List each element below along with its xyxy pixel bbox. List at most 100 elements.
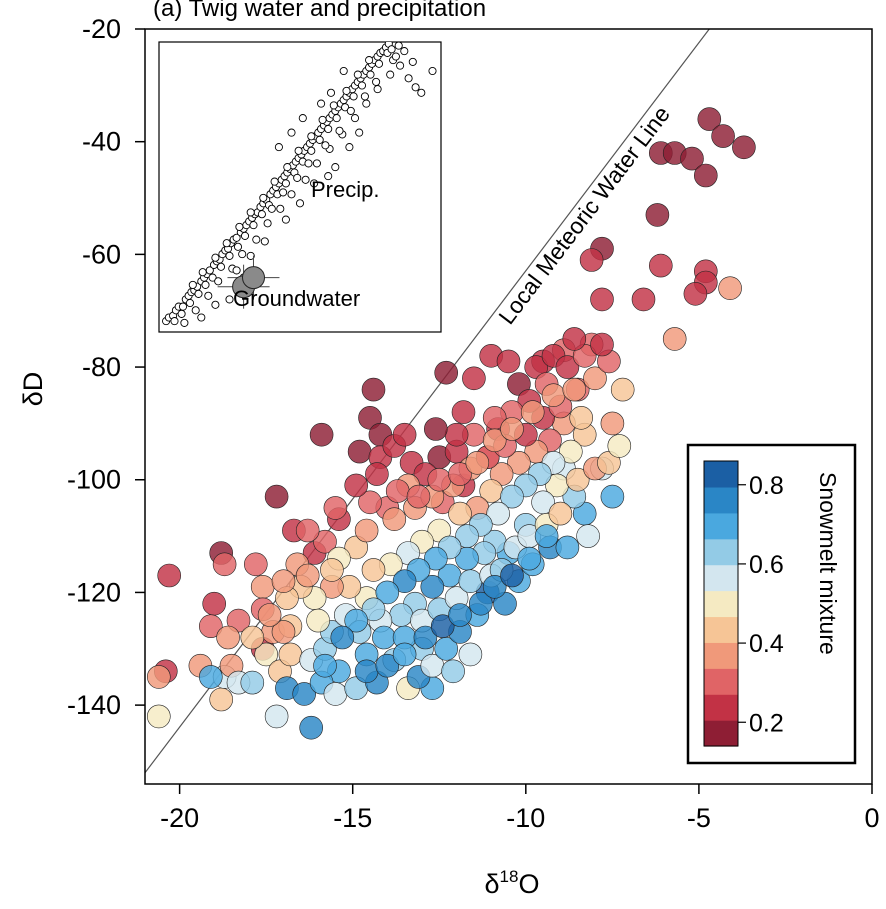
data-point <box>562 377 587 402</box>
inset-precip-point <box>170 317 179 326</box>
data-point <box>271 620 296 644</box>
data-point <box>313 529 337 554</box>
inset-precip-point <box>274 143 283 152</box>
colorbar-band <box>704 538 738 566</box>
data-point <box>240 625 265 650</box>
data-point <box>607 434 632 458</box>
data-point <box>482 428 507 453</box>
inset-precip-point <box>246 251 255 260</box>
data-point <box>264 704 289 729</box>
data-point <box>413 625 438 650</box>
colorbar-ticks: 0.2 0.4 0.6 0.8 <box>738 472 784 737</box>
inset-precip-point <box>235 222 244 231</box>
data-point <box>565 467 590 492</box>
data-point <box>320 558 344 582</box>
data-point <box>500 563 524 588</box>
data-point <box>306 608 330 633</box>
inset-precip-point <box>222 239 231 248</box>
data-point <box>392 642 417 667</box>
colorbar-band <box>704 720 738 747</box>
x-tick-label: 0 <box>864 803 879 833</box>
data-point <box>147 704 171 729</box>
inset-precip-point <box>372 77 381 86</box>
inset-precip-point <box>232 233 241 242</box>
data-point <box>299 715 324 740</box>
data-point <box>507 450 531 475</box>
inset-precip-point <box>257 210 266 219</box>
inset-precip-point <box>270 177 279 186</box>
y-axis-ticks: -20 -40 -60 -80 -100 -120 -140 <box>67 14 145 720</box>
data-point <box>295 563 320 588</box>
colorbar-outline <box>703 460 739 747</box>
data-point <box>323 682 348 706</box>
inset-precip-point <box>321 141 330 150</box>
inset-precip-point <box>362 99 371 108</box>
data-point <box>375 653 400 678</box>
data-point <box>590 332 614 357</box>
x-axis-label-tail: O <box>518 869 539 899</box>
inset-precip-point <box>178 302 188 311</box>
inset-precip-point <box>324 172 333 181</box>
colorbar-tick-label: 0.4 <box>749 630 784 658</box>
data-point <box>295 518 320 543</box>
inset-precip-point <box>204 291 213 300</box>
data-point <box>361 558 386 582</box>
data-point <box>468 591 493 616</box>
inset-precip-point <box>281 215 290 224</box>
data-point <box>389 603 414 627</box>
inset-plot: Precip. Groundwater <box>158 41 442 333</box>
colorbar-band <box>704 461 738 488</box>
inset-precip-point <box>353 70 362 79</box>
data-point <box>240 670 265 695</box>
data-point <box>420 574 445 599</box>
colorbar-tick-label: 0.2 <box>749 709 784 737</box>
data-point <box>732 135 756 160</box>
inset-precip-point <box>201 280 210 289</box>
inset-groundwater-label: Groundwater <box>233 286 360 311</box>
data-point <box>486 501 510 526</box>
data-point <box>361 377 386 402</box>
colorbar-tick-label: 0.6 <box>749 551 784 579</box>
colorbar-band <box>704 668 738 695</box>
groundwater-point <box>242 266 265 290</box>
data-point <box>683 281 708 306</box>
data-point <box>548 501 573 526</box>
inset-precip-point <box>287 128 296 137</box>
data-point <box>693 163 718 188</box>
data-point <box>209 687 233 712</box>
inset-precip-point <box>396 61 405 70</box>
y-tick-label: -140 <box>67 690 121 720</box>
inset-precip-point <box>208 273 217 282</box>
data-point <box>500 417 524 441</box>
x-axis-label-sup: 18 <box>500 867 519 886</box>
inset-precip-point <box>355 128 364 137</box>
inset-precip-point <box>374 59 384 68</box>
data-point <box>500 484 524 509</box>
data-point <box>718 276 742 301</box>
colorbar-band <box>704 642 738 669</box>
inset-precip-point <box>331 163 340 172</box>
data-point <box>711 124 735 148</box>
inset-precip-point <box>417 88 426 97</box>
inset-precip-point <box>310 179 319 188</box>
inset-precip-point <box>304 159 313 168</box>
inset-precip-point <box>293 173 302 182</box>
data-point <box>257 603 282 627</box>
y-tick-label: -120 <box>67 577 121 607</box>
data-point <box>344 608 369 633</box>
inset-precip-point <box>211 253 220 262</box>
inset-precip-point <box>400 47 409 56</box>
inset-precip-point <box>332 114 341 123</box>
inset-precip-point <box>194 289 203 298</box>
data-point <box>382 507 407 532</box>
inset-precip-point <box>232 266 241 275</box>
data-point <box>354 659 379 684</box>
colorbar-band <box>704 564 738 592</box>
inset-precip-point <box>386 70 395 79</box>
data-point <box>458 642 483 667</box>
data-point <box>427 467 452 492</box>
inset-precip-point <box>387 45 396 54</box>
data-point <box>590 287 614 312</box>
inset-precip-point <box>197 313 206 322</box>
